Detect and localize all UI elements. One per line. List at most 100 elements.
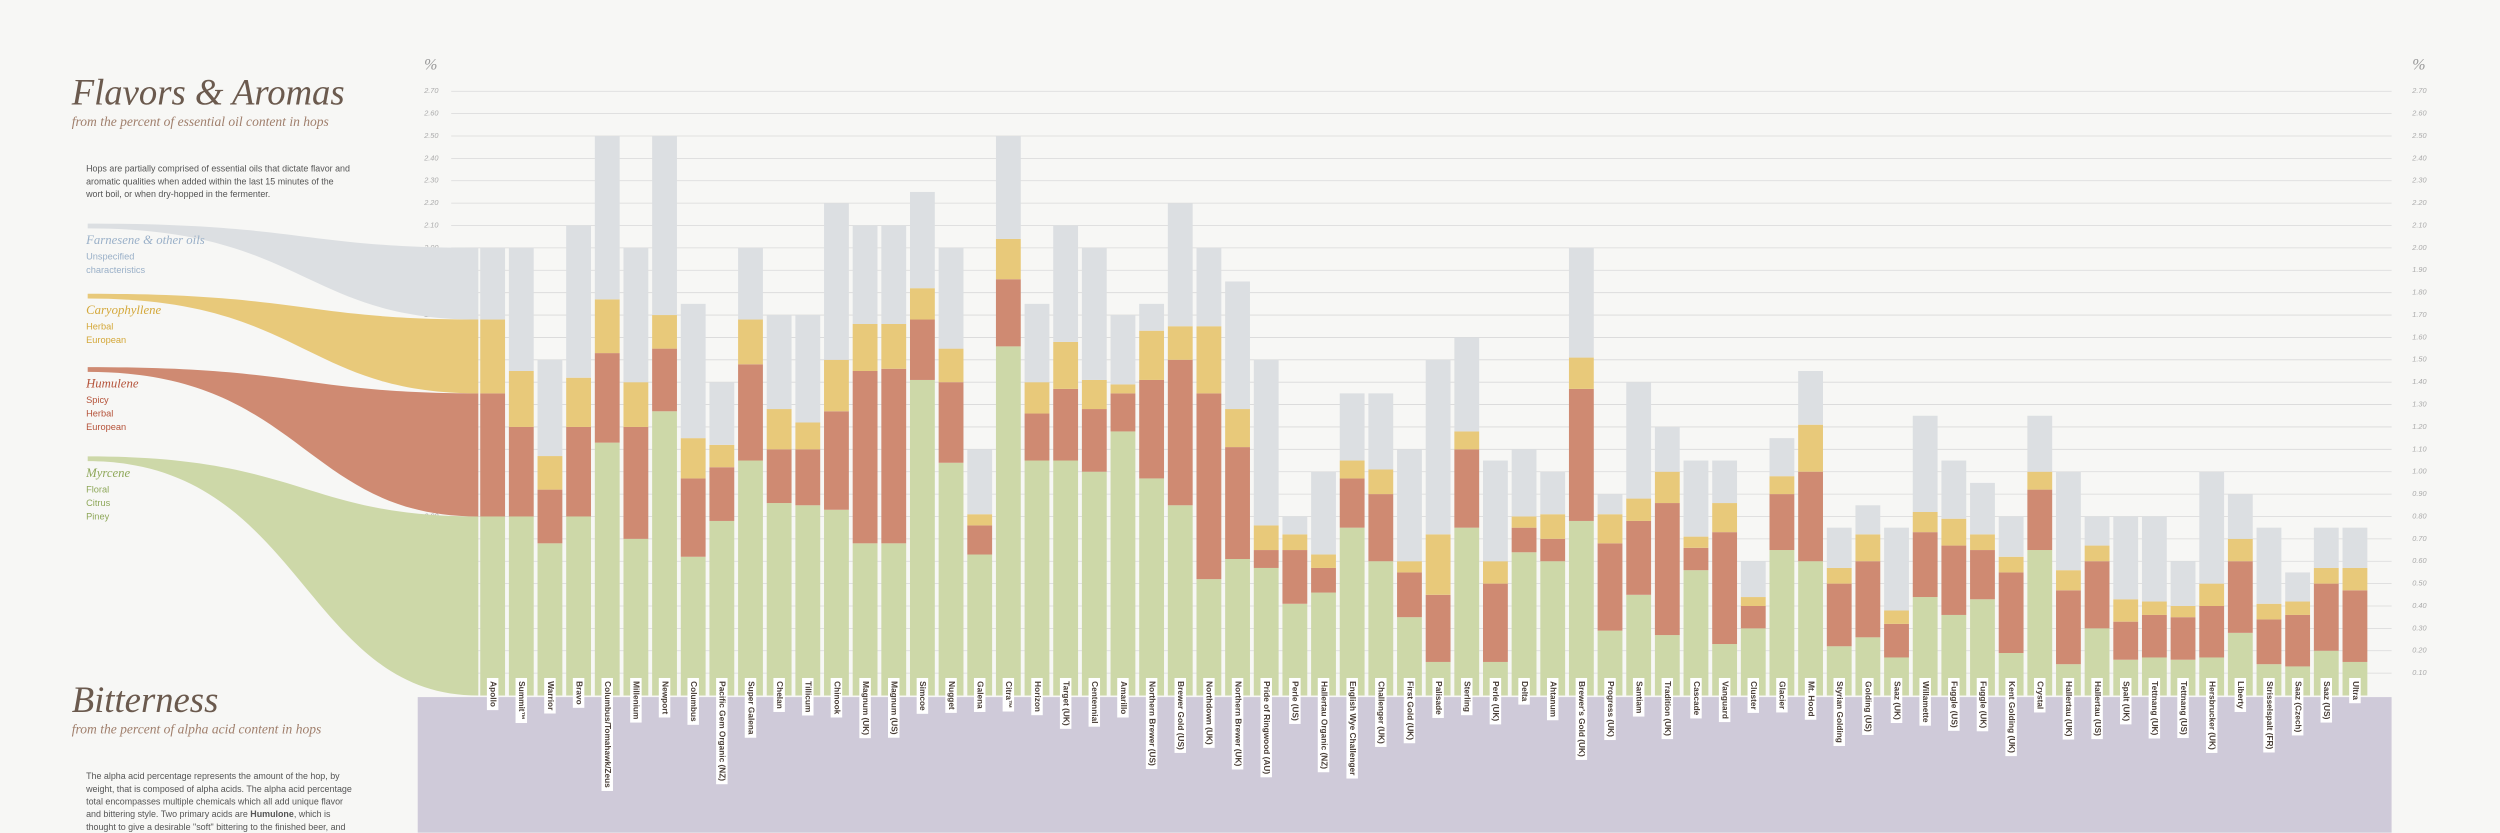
x-tick-label: Galena [976,681,986,709]
bar-segment [2285,614,2311,667]
label-box [859,677,871,739]
x-tick-label: Spalt (UK) [2122,681,2132,721]
y-tick-label: 1.70 [2412,310,2427,319]
x-tick-label: Sterling [1463,681,1473,712]
y-tick-label: 2.50 [2411,131,2427,140]
bar-segment [1941,460,1967,519]
legend-descriptor: Citrus [86,498,110,508]
label-box [1489,677,1502,725]
bar-segment [566,377,592,427]
bar-segment [2056,471,2081,571]
x-tick-label: Brewer Gold (US) [1176,681,1186,750]
bar-segment [1912,511,1938,533]
x-tick-label: Palisade [1434,681,1444,715]
label-box [1690,677,1702,719]
y-tick-label: 0.10 [2412,668,2427,677]
bar-segment [1282,534,1308,551]
bar-segment [2313,567,2339,584]
bar-segment [1970,534,1995,551]
bar-segment [2113,599,2139,622]
bar-segment [1568,357,1594,389]
y-tick-label: 2.30 [2411,176,2427,185]
label-box [973,677,986,712]
legend-name: Humulene [85,377,139,391]
x-tick-label: Ultra [2351,681,2361,700]
bar-segment [2342,590,2368,662]
bar-segment [1253,359,1279,526]
x-tick-label: Perle (UK) [1491,681,1501,721]
label-box [1117,677,1129,718]
bar-segment [1339,527,1365,696]
label-box [1059,677,1072,729]
bar-segment [566,516,592,696]
bar-segment [1712,532,1738,645]
bar-segment [652,136,677,316]
bar-segment [1998,556,2024,573]
description-line: aromatic qualities when added within the… [86,176,334,186]
x-tick-label: Newport [660,681,670,714]
bar-segment [1368,393,1394,470]
bar-segment [824,509,849,696]
x-tick-label: Saaz (US) [2322,681,2332,719]
x-tick-label: Columbus [689,681,699,722]
bar-segment [1081,409,1107,472]
bar-segment [2084,516,2110,546]
bar-segment [1884,527,1909,611]
bar-segment [795,505,821,696]
bar-segment [1683,536,1709,548]
legend-descriptor: Herbal [86,409,113,419]
description-line: Hops are partially comprised of essentia… [86,164,350,174]
label-box [658,677,671,718]
bar-segment [995,238,1021,280]
label-box [2291,677,2304,736]
bar-segment [1654,426,1680,472]
x-tick-label: Mt. Hood [1806,681,1816,716]
text-part: Humulone [250,809,294,819]
y-tick-label: 1.20 [2412,422,2427,431]
label-box [486,677,499,711]
bar-segment [1540,561,1566,696]
bar-segment [995,136,1021,239]
bar-segment [1053,225,1079,342]
bar-segment [1855,505,1881,535]
legend-name: Farnesene & other oils [85,233,205,247]
label-box [1518,677,1530,705]
legend-descriptor: Spicy [86,395,109,405]
label-box [2062,677,2075,740]
y-tick-label: 2.10 [2411,220,2427,229]
bar-segment [1998,516,2024,557]
label-box [2349,677,2361,704]
bar-segment [652,348,677,412]
bar-segment [2342,567,2368,591]
bar-segment [594,299,620,354]
x-tick-label: Magnum (UK) [861,681,871,735]
bar-segment [566,225,592,378]
bar-segment [2170,605,2196,618]
legend-descriptor: Unspecified [86,251,134,261]
y-tick-label: 2.00 [2411,243,2427,252]
bar-segment [1024,413,1050,461]
bar-segment [2141,516,2167,602]
bar-segment [2141,601,2167,615]
legend-flow [87,367,479,517]
bar-segment [995,346,1021,696]
label-box [1575,677,1588,760]
bar-segment [1970,550,1995,600]
bar-segment [508,426,534,517]
y-tick-label: 0.50 [2412,579,2427,588]
bar-segment [1855,534,1881,562]
bar-segment [1855,561,1881,638]
x-tick-label: Chinook [832,681,842,715]
bar-segment [2170,617,2196,660]
label-box [687,677,699,725]
label-box [1661,677,1674,740]
bar-segment [852,543,878,696]
bar-segment [2113,516,2139,600]
bar-segment [508,371,534,427]
bar-segment [852,371,878,544]
bar-segment [967,449,993,515]
bar-segment [2313,527,2339,568]
label-box [1833,677,1845,747]
bar-segment [1053,341,1079,389]
bar-segment [1339,460,1365,479]
